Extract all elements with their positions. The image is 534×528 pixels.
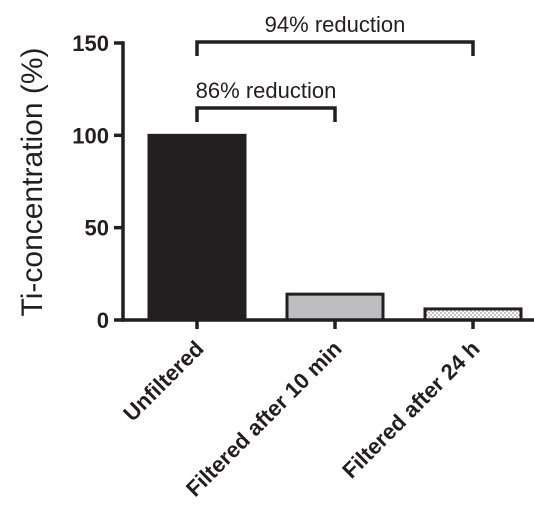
- x-tick-label: Filtered after 24 h: [337, 336, 484, 483]
- annotations: 86% reduction 94% reduction: [195, 12, 475, 122]
- bar-0: [147, 133, 247, 322]
- y-tick-label: 0: [97, 308, 109, 333]
- y-tick-label: 50: [85, 216, 109, 241]
- bracket-label: 86% reduction: [196, 78, 337, 103]
- x-tick-label: Filtered after 10 min: [181, 336, 347, 502]
- bars: [147, 133, 523, 322]
- y-axis-title: Ti-concentration (%): [16, 48, 49, 317]
- y-tick-label: 100: [72, 123, 109, 148]
- annotation-bracket: 86% reduction: [195, 78, 337, 122]
- y-tick-label: 150: [72, 31, 109, 56]
- x-tick-label: Unfiltered: [118, 336, 208, 426]
- annotation-bracket: 94% reduction: [195, 12, 475, 56]
- y-axis: 0 50 100 150: [72, 31, 125, 333]
- bar-1: [285, 292, 385, 322]
- bracket-line: [195, 40, 475, 56]
- bracket-label: 94% reduction: [265, 12, 406, 37]
- bracket-line: [195, 106, 337, 122]
